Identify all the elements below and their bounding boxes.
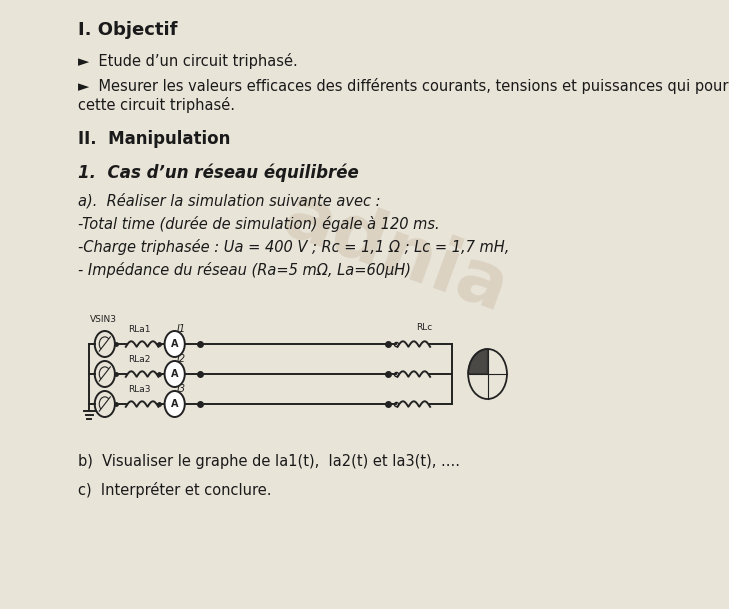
Text: ►  Mesurer les valeurs efficaces des différents courants, tensions et puissances: ► Mesurer les valeurs efficaces des diff… bbox=[77, 78, 728, 113]
Text: - Impédance du réseau (Ra=5 mΩ, La=60μH): - Impédance du réseau (Ra=5 mΩ, La=60μH) bbox=[77, 262, 410, 278]
Text: RLa3: RLa3 bbox=[128, 385, 151, 394]
Text: RLa2: RLa2 bbox=[128, 355, 151, 364]
Text: II.  Manipulation: II. Manipulation bbox=[77, 130, 230, 148]
Text: -Charge triphasée : Ua = 400 V ; Rc = 1,1 Ω ; Lc = 1,7 mH,: -Charge triphasée : Ua = 400 V ; Rc = 1,… bbox=[77, 239, 509, 255]
Circle shape bbox=[165, 361, 184, 387]
Text: A: A bbox=[171, 399, 179, 409]
Text: RLc: RLc bbox=[416, 323, 433, 332]
Text: c)  Interpréter et conclure.: c) Interpréter et conclure. bbox=[77, 482, 271, 498]
Text: a).  Réaliser la simulation suivante avec :: a). Réaliser la simulation suivante avec… bbox=[77, 193, 380, 208]
Text: I. Objectif: I. Objectif bbox=[77, 21, 177, 39]
Text: adnia: adnia bbox=[273, 180, 518, 328]
Text: b)  Visualiser le graphe de Ia1(t),  Ia2(t) et Ia3(t), ....: b) Visualiser le graphe de Ia1(t), Ia2(t… bbox=[77, 454, 460, 469]
Circle shape bbox=[165, 331, 184, 357]
Text: I3: I3 bbox=[177, 384, 186, 394]
Polygon shape bbox=[468, 349, 488, 374]
Text: VSIN3: VSIN3 bbox=[90, 315, 117, 324]
Text: 1.  Cas d’un réseau équilibrée: 1. Cas d’un réseau équilibrée bbox=[77, 163, 359, 181]
Text: RLa1: RLa1 bbox=[128, 325, 151, 334]
Text: I1: I1 bbox=[177, 324, 186, 334]
Text: ►  Etude d’un circuit triphasé.: ► Etude d’un circuit triphasé. bbox=[77, 53, 297, 69]
Text: A: A bbox=[171, 339, 179, 349]
Text: -Total time (durée de simulation) égale à 120 ms.: -Total time (durée de simulation) égale … bbox=[77, 216, 440, 232]
Circle shape bbox=[165, 391, 184, 417]
Text: A: A bbox=[171, 369, 179, 379]
Text: I2: I2 bbox=[177, 354, 186, 364]
